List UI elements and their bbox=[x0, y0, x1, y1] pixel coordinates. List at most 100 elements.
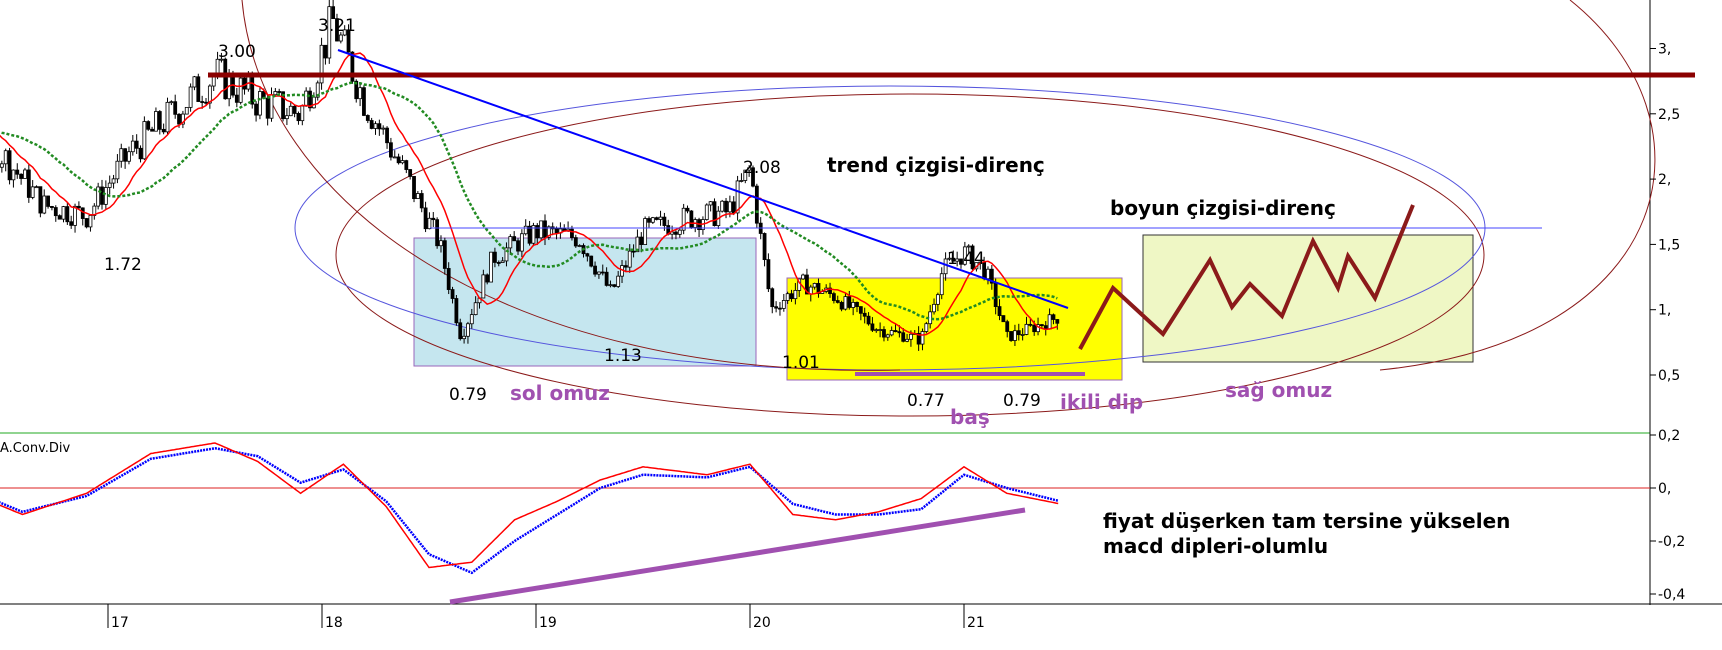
candle bbox=[523, 219, 528, 236]
candle bbox=[866, 312, 871, 326]
candle bbox=[462, 328, 466, 344]
candle bbox=[427, 212, 432, 230]
candle bbox=[150, 126, 154, 132]
candle bbox=[119, 143, 124, 168]
candle bbox=[712, 198, 717, 227]
candle bbox=[238, 72, 243, 105]
candle bbox=[142, 116, 147, 161]
signal-line bbox=[0, 442, 1059, 569]
candle bbox=[951, 250, 956, 262]
candle bbox=[623, 260, 628, 272]
candle bbox=[778, 302, 782, 316]
indicator-y-axis: 0,2 0, -0,2 -0,4 bbox=[1650, 428, 1685, 603]
x-tick: 21 bbox=[963, 604, 985, 631]
candle bbox=[277, 88, 282, 94]
trendline-resistance bbox=[337, 49, 1069, 309]
candle bbox=[134, 134, 139, 154]
price-y-axis: 0,51,1,52,2,53,3,5 bbox=[1650, 42, 1680, 384]
candle bbox=[681, 203, 686, 235]
candle bbox=[635, 229, 640, 253]
moving-averages bbox=[0, 52, 1058, 336]
candle bbox=[762, 232, 767, 267]
indicator-y-tick-label: 0, bbox=[1658, 481, 1671, 497]
candle bbox=[1016, 323, 1021, 341]
candle bbox=[577, 244, 582, 248]
indicator-y-tick-label: 0,2 bbox=[1658, 428, 1680, 444]
candle bbox=[527, 220, 532, 246]
candle bbox=[905, 333, 909, 343]
candle bbox=[862, 307, 867, 324]
candle bbox=[404, 159, 409, 174]
candle bbox=[46, 195, 50, 209]
price-label-high: 3.00 bbox=[218, 42, 256, 62]
price-label-1-01: 1.01 bbox=[782, 353, 820, 373]
candle bbox=[708, 201, 713, 212]
candle bbox=[123, 148, 128, 169]
candle bbox=[292, 105, 297, 118]
macd-annotation-line2: macd dipleri-olumlu bbox=[1103, 534, 1328, 558]
candle bbox=[754, 183, 759, 229]
candle bbox=[204, 97, 208, 106]
candle bbox=[843, 293, 848, 311]
candle bbox=[658, 210, 663, 226]
price-label-peak: 3.21 bbox=[318, 16, 356, 36]
candle bbox=[296, 111, 301, 125]
candle bbox=[19, 173, 24, 185]
candle bbox=[882, 326, 886, 342]
candle bbox=[1024, 316, 1029, 336]
candle bbox=[431, 212, 436, 227]
candle bbox=[916, 326, 921, 351]
candle bbox=[885, 333, 890, 341]
x-tick: 17 bbox=[107, 604, 129, 631]
candle bbox=[377, 119, 382, 136]
candle bbox=[96, 182, 101, 210]
candle bbox=[76, 201, 81, 210]
candle bbox=[165, 97, 170, 135]
left-shoulder-box bbox=[413, 237, 757, 367]
candle bbox=[435, 217, 440, 249]
candle bbox=[1013, 324, 1017, 346]
candle bbox=[84, 217, 89, 229]
candle bbox=[597, 271, 601, 279]
candle bbox=[26, 164, 31, 203]
candle bbox=[258, 87, 262, 120]
candle bbox=[323, 44, 328, 65]
candle bbox=[385, 126, 389, 149]
candle bbox=[739, 173, 744, 183]
candle bbox=[107, 175, 112, 195]
candle bbox=[400, 155, 405, 165]
candle bbox=[373, 121, 378, 135]
candle bbox=[173, 94, 178, 119]
candle bbox=[970, 244, 975, 271]
candle bbox=[69, 215, 74, 229]
x-tick-label: 19 bbox=[539, 615, 557, 631]
candle bbox=[1020, 328, 1025, 341]
price-y-tick-label: 2, bbox=[1658, 172, 1671, 188]
candle bbox=[639, 232, 644, 253]
candle bbox=[161, 123, 166, 135]
candle bbox=[111, 174, 116, 189]
x-tick-label: 17 bbox=[111, 615, 129, 631]
candle bbox=[38, 186, 43, 218]
candle bbox=[677, 227, 682, 238]
candle bbox=[180, 110, 185, 129]
candle bbox=[423, 201, 428, 233]
price-label-0-79-left: 0.79 bbox=[449, 385, 487, 405]
candle bbox=[319, 37, 324, 90]
candle bbox=[281, 91, 285, 122]
price-y-tick-label: 3, bbox=[1658, 42, 1671, 58]
indicator-y-tick: -0,2 bbox=[1650, 534, 1685, 550]
candle bbox=[612, 284, 617, 288]
candle bbox=[442, 237, 447, 275]
candle bbox=[997, 299, 1002, 321]
candle bbox=[616, 271, 621, 289]
candle bbox=[369, 117, 374, 130]
price-label-1-44: 1.44 bbox=[947, 249, 985, 269]
candle bbox=[519, 229, 524, 258]
price-label-low-17: 1.72 bbox=[104, 255, 142, 275]
candle bbox=[288, 102, 293, 117]
left-arc bbox=[241, 0, 901, 371]
candle bbox=[828, 282, 832, 298]
price-y-tick: 2, bbox=[1650, 172, 1671, 188]
